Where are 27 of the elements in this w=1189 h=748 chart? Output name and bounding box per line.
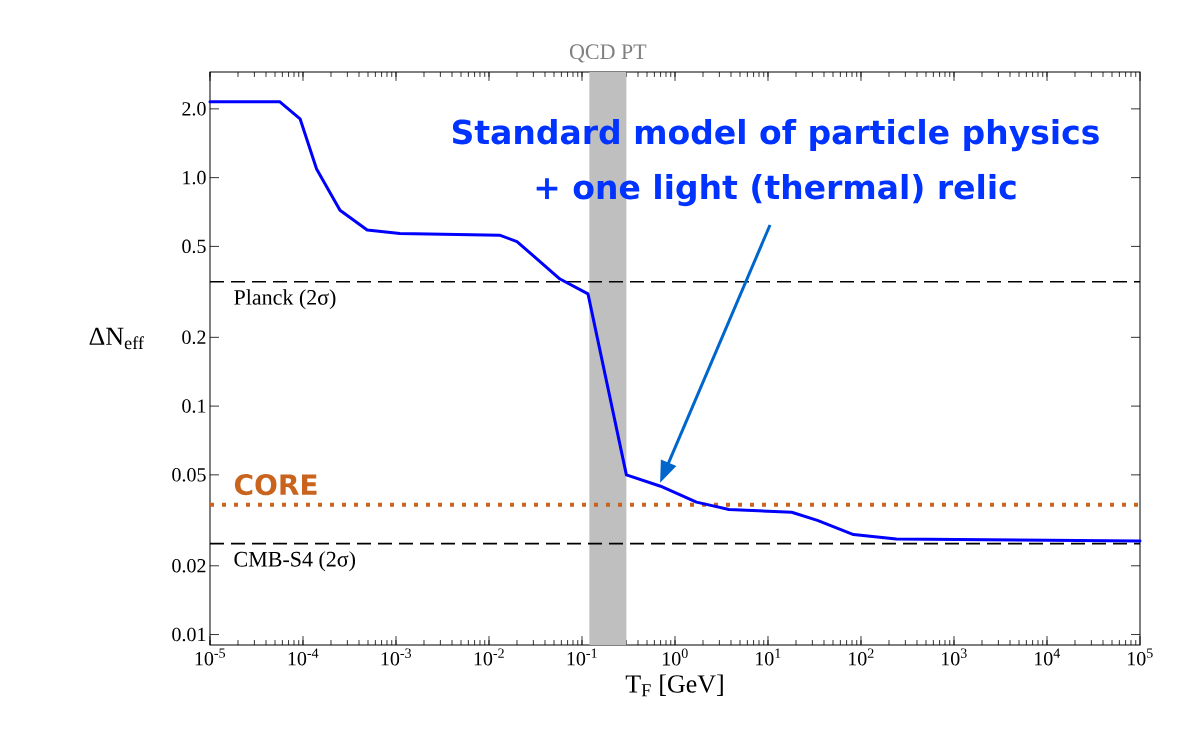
ref-line-label: Planck (2σ) xyxy=(234,289,336,310)
y-tick-label: 2.0 xyxy=(182,102,206,116)
annotation: + one light (thermal) relic xyxy=(536,173,1016,207)
x-tick-label: 10$^{4}$ xyxy=(1035,648,1061,666)
x-tick-label: 10$^{-2}$ xyxy=(474,648,504,666)
x-tick-label: 10$^{-5}$ xyxy=(195,648,226,666)
annotation: Standard model of particle physics xyxy=(452,118,1099,152)
x-tick-label: 10$^{2}$ xyxy=(849,648,874,666)
x-tick-label: 10$^{1}$ xyxy=(756,648,781,666)
band-label: QCD PT xyxy=(569,44,647,63)
x-tick-label: 10$^{-1}$ xyxy=(567,648,597,666)
ref-line-label: CORE xyxy=(234,474,317,496)
y-tick-label: 0.01 xyxy=(172,627,206,642)
y-tick-label: 0.2 xyxy=(182,330,206,345)
x-tick-label: 10$^{3}$ xyxy=(942,648,967,666)
y-tick-label: 0.02 xyxy=(172,559,206,573)
y-tick-label: 0.5 xyxy=(182,239,206,254)
x-tick-label: 10$^{0}$ xyxy=(663,648,688,666)
y-tick-label: 1.0 xyxy=(183,170,206,185)
ref-line-label: CMB-S4 (2σ) xyxy=(234,551,356,572)
y-tick-label: 0.1 xyxy=(182,399,206,413)
y-tick-label: 0.05 xyxy=(172,468,206,482)
x-axis-title: T$_{F}$ [GeV] xyxy=(625,674,723,697)
y-axis-title: ΔN$_{eff}$ xyxy=(89,327,144,350)
x-tick-label: 10$^{5}$ xyxy=(1128,648,1153,666)
x-tick-label: 10$^{-3}$ xyxy=(381,648,412,666)
x-tick-label: 10$^{-4}$ xyxy=(288,648,319,666)
